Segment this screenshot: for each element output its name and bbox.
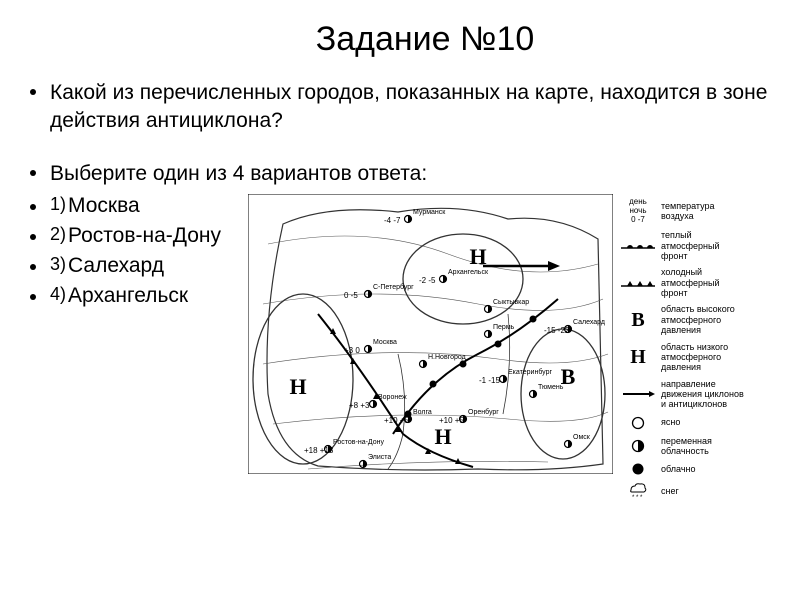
legend-snow: * * * снег [621, 482, 744, 500]
svg-text:Москва: Москва [373, 339, 397, 346]
bullet-icon [30, 204, 36, 210]
svg-text:Элиста: Элиста [368, 454, 391, 461]
option-num: 1) [50, 194, 66, 215]
option-label: Архангельск [68, 284, 188, 308]
option-1[interactable]: 1) Москва [30, 194, 240, 218]
partly-icon [621, 439, 655, 453]
prompt-row: Выберите один из 4 вариантов ответа: [30, 160, 770, 188]
legend-arrow: направлениедвижения циклонови антициклон… [621, 379, 744, 410]
snow-icon: * * * [621, 482, 655, 500]
option-label: Ростов-на-Дону [68, 224, 221, 248]
legend-temp-symbol: день ночь 0 -7 [621, 198, 655, 224]
svg-text:Мурманск: Мурманск [413, 209, 446, 216]
svg-text:Пермь: Пермь [493, 324, 515, 331]
option-2[interactable]: 2) Ростов-на-Дону [30, 224, 240, 248]
map-container: НННВМурманск-4 -7Архангельск-2 -5С-Петер… [248, 194, 613, 474]
legend-partly-label: переменнаяоблачность [661, 436, 744, 457]
legend-cloudy-label: облачно [661, 464, 744, 474]
option-num: 2) [50, 224, 66, 245]
low-pressure-symbol: Н [621, 346, 655, 369]
legend-warm-label: теплыйатмосферныйфронт [661, 230, 744, 261]
legend-high: В область высокогоатмосферногодавления [621, 304, 744, 335]
svg-text:+10 +5: +10 +5 [439, 416, 464, 425]
cloudy-icon [621, 462, 655, 476]
svg-text:0 -5: 0 -5 [344, 291, 358, 300]
legend-low: Н область низкогоатмосферногодавления [621, 342, 744, 373]
prompt-text: Выберите один из 4 вариантов ответа: [50, 160, 427, 188]
legend-snow-label: снег [661, 486, 744, 496]
svg-text:Оренбург: Оренбург [468, 408, 499, 416]
option-label: Москва [68, 194, 140, 218]
legend-cold-front: холодныйатмосферныйфронт [621, 267, 744, 298]
legend-warm-front: теплыйатмосферныйфронт [621, 230, 744, 261]
option-label: Салехард [68, 254, 164, 278]
bullet-icon [30, 294, 36, 300]
arrow-icon [621, 389, 655, 399]
question-row: Какой из перечисленных городов, показанн… [30, 79, 770, 136]
option-num: 3) [50, 254, 66, 275]
option-num: 4) [50, 284, 66, 305]
svg-text:Ростов-на-Дону: Ростов-на-Дону [333, 439, 384, 446]
svg-text:Н.Новгород: Н.Новгород [428, 354, 466, 361]
svg-text:-15 -22: -15 -22 [544, 326, 570, 335]
svg-text:Н: Н [434, 424, 451, 449]
legend-temp-label: температуравоздуха [661, 201, 744, 222]
svg-text:С-Петербург: С-Петербург [373, 283, 414, 291]
legend-low-label: область низкогоатмосферногодавления [661, 342, 744, 373]
legend-cloudy: облачно [621, 462, 744, 476]
options-column: 1) Москва 2) Ростов-на-Дону 3) Салехард … [30, 194, 240, 314]
weather-map: НННВМурманск-4 -7Архангельск-2 -5С-Петер… [248, 194, 613, 474]
clear-icon [621, 416, 655, 430]
svg-text:Волга: Волга [413, 409, 432, 416]
question-text: Какой из перечисленных городов, показанн… [50, 79, 770, 136]
bullet-icon [30, 170, 36, 176]
legend-arrow-label: направлениедвижения циклонови антициклон… [661, 379, 744, 410]
cold-front-icon [621, 278, 655, 288]
svg-text:-1 -15: -1 -15 [479, 376, 500, 385]
svg-text:Екатеринбург: Екатеринбург [508, 368, 552, 376]
warm-front-icon [621, 241, 655, 251]
legend-column: день ночь 0 -7 температуравоздуха теплый… [621, 194, 744, 506]
option-3[interactable]: 3) Салехард [30, 254, 240, 278]
svg-text:* * *: * * * [632, 495, 643, 500]
legend-high-label: область высокогоатмосферногодавления [661, 304, 744, 335]
svg-text:Н: Н [289, 374, 306, 399]
svg-text:+3 0: +3 0 [344, 346, 360, 355]
svg-text:Н: Н [469, 244, 486, 269]
svg-text:+10 +5: +10 +5 [384, 416, 409, 425]
legend-cold-label: холодныйатмосферныйфронт [661, 267, 744, 298]
option-4[interactable]: 4) Архангельск [30, 284, 240, 308]
svg-text:Тюмень: Тюмень [538, 384, 564, 391]
page-title: Задание №10 [80, 20, 770, 59]
svg-text:Сыктывкар: Сыктывкар [493, 299, 529, 306]
svg-text:+8 +3: +8 +3 [349, 401, 370, 410]
svg-text:-4 -7: -4 -7 [384, 216, 401, 225]
legend-clear: ясно [621, 416, 744, 430]
svg-text:Архангельск: Архангельск [448, 269, 489, 276]
svg-text:Омск: Омск [573, 434, 591, 441]
legend-temp: день ночь 0 -7 температуравоздуха [621, 198, 744, 224]
bullet-icon [30, 264, 36, 270]
bullet-icon [30, 234, 36, 240]
bullet-icon [30, 89, 36, 95]
svg-text:Салехард: Салехард [573, 319, 605, 326]
high-pressure-symbol: В [621, 309, 655, 332]
svg-text:-2 -5: -2 -5 [419, 276, 436, 285]
svg-text:+18 +13: +18 +13 [304, 446, 334, 455]
legend-partly: переменнаяоблачность [621, 436, 744, 457]
legend-clear-label: ясно [661, 417, 744, 427]
svg-text:Воронеж: Воронеж [378, 394, 407, 401]
